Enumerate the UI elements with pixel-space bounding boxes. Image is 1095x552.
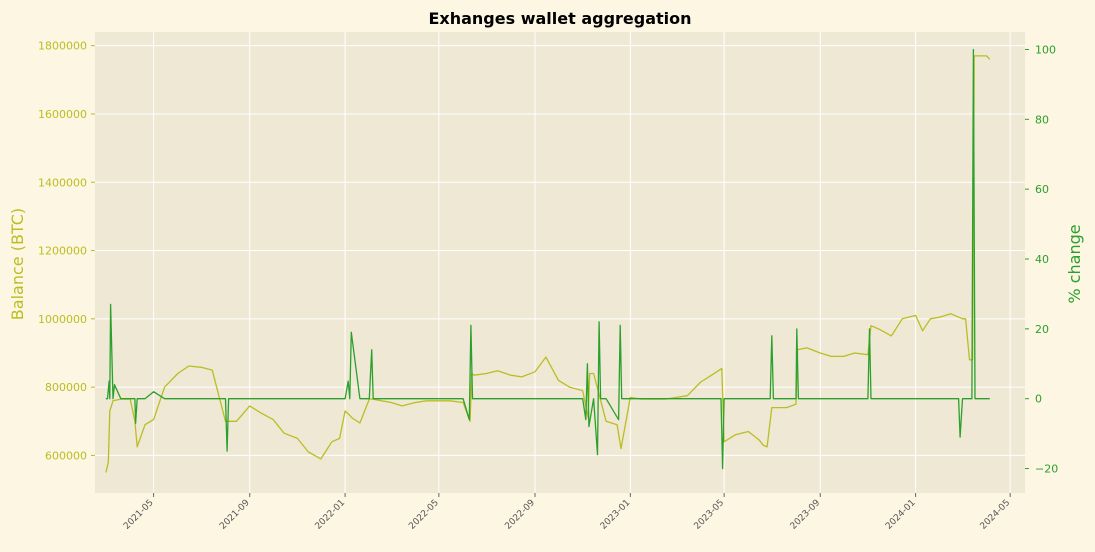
y2-tick-label: 0 — [1035, 393, 1042, 406]
x-tick-label: 2021-09 — [218, 498, 252, 532]
y-tick-label: 1600000 — [38, 108, 87, 121]
x-axis-ticks: 2021-05 2021-09 2022-01 2022-05 2022-09 2023-… — [122, 493, 1012, 532]
series-line-balance — [105, 55, 991, 473]
x-tick-label: 2024-05 — [979, 498, 1013, 532]
series-lines — [105, 48, 991, 473]
plot-background — [95, 32, 1025, 493]
series-line-pct-change — [105, 48, 990, 470]
chart-title: Exhanges wallet aggregation — [428, 9, 691, 28]
x-tick-label: 2024-01 — [884, 498, 918, 532]
y-tick-label: 600000 — [45, 449, 87, 462]
x-tick-label: 2023-01 — [599, 498, 633, 532]
y2-tick-label: 40 — [1035, 253, 1049, 266]
y-tick-label: 1400000 — [38, 176, 87, 189]
y2-tick-label: 100 — [1035, 43, 1056, 56]
x-tick-label: 2023-09 — [789, 498, 823, 532]
x-tick-label: 2021-05 — [122, 498, 156, 532]
y-tick-label: 1800000 — [38, 40, 87, 53]
x-tick-label: 2023-05 — [693, 498, 727, 532]
y2-axis-label: % change — [1065, 224, 1084, 303]
y-tick-label: 800000 — [45, 381, 87, 394]
x-tick-label: 2022-09 — [503, 498, 537, 532]
y-tick-label: 1200000 — [38, 245, 87, 258]
y-tick-label: 1000000 — [38, 313, 87, 326]
y2-tick-label: −20 — [1035, 463, 1058, 476]
y-axis-label: Balance (BTC) — [8, 208, 27, 320]
x-tick-label: 2022-01 — [314, 498, 348, 532]
y2-tick-label: 80 — [1035, 113, 1049, 126]
x-tick-label: 2022-05 — [407, 498, 441, 532]
y2-tick-label: 20 — [1035, 323, 1049, 336]
y2-tick-label: 60 — [1035, 183, 1049, 196]
left-axis-ticks: 600000 800000 1000000 1200000 1400000 1600000… — [38, 40, 95, 462]
right-axis-ticks: −20 0 20 40 60 80 100 — [1025, 43, 1058, 476]
